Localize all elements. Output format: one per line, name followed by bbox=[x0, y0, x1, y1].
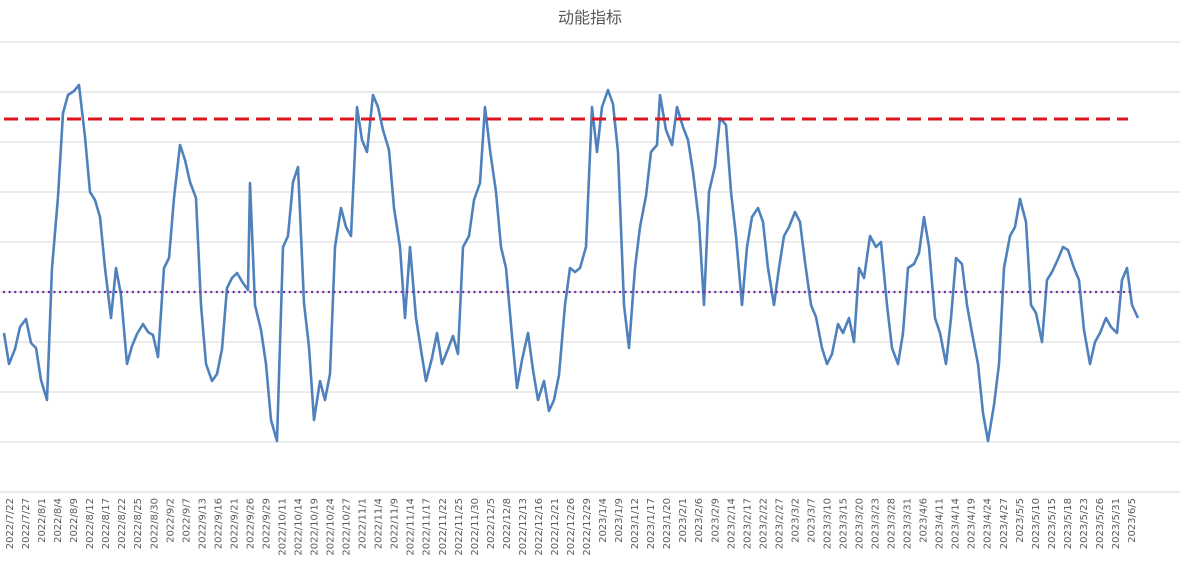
x-tick-label: 2022/8/17 bbox=[101, 498, 112, 549]
x-tick-label: 2022/12/16 bbox=[534, 498, 545, 556]
x-tick-label: 2022/7/27 bbox=[21, 498, 32, 549]
x-tick-label: 2023/3/28 bbox=[887, 498, 898, 549]
x-tick-label: 2022/7/22 bbox=[5, 498, 16, 549]
x-tick-label: 2022/8/9 bbox=[69, 498, 80, 543]
x-tick-label: 2022/9/29 bbox=[261, 498, 272, 549]
x-tick-label: 2023/1/4 bbox=[598, 498, 609, 543]
x-tick-label: 2023/2/27 bbox=[774, 498, 785, 549]
x-tick-label: 2023/1/12 bbox=[630, 498, 641, 549]
x-tick-label: 2023/2/1 bbox=[678, 498, 689, 543]
x-tick-label: 2022/11/9 bbox=[390, 498, 401, 549]
x-tick-label: 2022/12/13 bbox=[518, 498, 529, 556]
x-tick-label: 2023/5/23 bbox=[1079, 498, 1090, 549]
x-tick-label: 2022/10/27 bbox=[342, 498, 353, 556]
x-tick-label: 2022/12/26 bbox=[566, 498, 577, 556]
x-tick-label: 2023/3/7 bbox=[806, 498, 817, 543]
x-tick-label: 2023/5/15 bbox=[1047, 498, 1058, 549]
x-tick-label: 2023/2/6 bbox=[694, 498, 705, 543]
x-tick-label: 2023/1/17 bbox=[646, 498, 657, 549]
x-tick-label: 2023/5/18 bbox=[1063, 498, 1074, 549]
x-tick-label: 2023/3/20 bbox=[855, 498, 866, 549]
x-tick-label: 2022/12/5 bbox=[486, 498, 497, 549]
x-tick-label: 2022/8/25 bbox=[133, 498, 144, 549]
x-tick-label: 2023/4/6 bbox=[919, 498, 930, 543]
x-tick-label: 2022/11/14 bbox=[406, 498, 417, 556]
x-tick-label: 2023/6/5 bbox=[1127, 498, 1138, 543]
x-tick-label: 2023/3/23 bbox=[871, 498, 882, 549]
x-tick-label: 2022/9/2 bbox=[165, 498, 176, 543]
chart-title: 动能指标 bbox=[557, 8, 622, 27]
x-tick-label: 2022/10/11 bbox=[277, 498, 288, 556]
x-tick-label: 2022/8/22 bbox=[117, 498, 128, 549]
x-tick-label: 2022/10/24 bbox=[326, 498, 337, 556]
x-tick-label: 2023/3/31 bbox=[903, 498, 914, 549]
x-tick-label: 2022/9/26 bbox=[245, 498, 256, 549]
x-tick-label: 2022/11/30 bbox=[470, 498, 481, 556]
x-tick-label: 2022/12/21 bbox=[550, 498, 561, 556]
x-tick-label: 2023/4/27 bbox=[999, 498, 1010, 549]
series-main-line bbox=[2, 83, 1140, 443]
x-tick-label: 2022/11/17 bbox=[422, 498, 433, 556]
x-tick-label: 2023/5/5 bbox=[1015, 498, 1026, 543]
x-tick-label: 2022/9/13 bbox=[197, 498, 208, 549]
x-tick-label: 2023/1/20 bbox=[662, 498, 673, 549]
x-tick-label: 2023/4/14 bbox=[951, 498, 962, 549]
x-tick-label: 2022/10/14 bbox=[294, 498, 305, 556]
gridlines bbox=[0, 41, 1180, 493]
x-axis-tick-labels: 2022/7/22 2022/7/27 2022/8/1 2022/8/4 2022/8… bbox=[5, 498, 1138, 556]
x-tick-label: 2023/3/15 bbox=[838, 498, 849, 549]
x-tick-label: 2023/5/31 bbox=[1111, 498, 1122, 549]
x-tick-label: 2023/5/26 bbox=[1095, 498, 1106, 549]
x-tick-label: 2022/12/29 bbox=[582, 498, 593, 556]
x-tick-label: 2023/3/2 bbox=[790, 498, 801, 543]
reference-lines bbox=[2, 117, 1136, 294]
x-tick-label: 2023/3/10 bbox=[822, 498, 833, 549]
x-tick-label: 2023/4/24 bbox=[983, 498, 994, 549]
x-tick-label: 2023/1/9 bbox=[614, 498, 625, 543]
x-tick-label: 2022/9/16 bbox=[213, 498, 224, 549]
x-tick-label: 2022/11/1 bbox=[358, 498, 369, 549]
x-tick-label: 2022/8/12 bbox=[85, 498, 96, 549]
x-tick-label: 2022/9/21 bbox=[229, 498, 240, 549]
x-tick-label: 2022/9/7 bbox=[181, 498, 192, 543]
x-tick-label: 2022/12/8 bbox=[502, 498, 513, 549]
x-tick-label: 2022/8/1 bbox=[37, 498, 48, 543]
x-tick-label: 2023/2/17 bbox=[742, 498, 753, 549]
x-tick-label: 2023/2/14 bbox=[726, 498, 737, 549]
x-tick-label: 2023/2/22 bbox=[758, 498, 769, 549]
x-tick-label: 2023/5/10 bbox=[1031, 498, 1042, 549]
x-tick-label: 2022/8/30 bbox=[149, 498, 160, 549]
x-tick-label: 2022/10/19 bbox=[310, 498, 321, 556]
x-tick-label: 2022/11/25 bbox=[454, 498, 465, 556]
x-tick-label: 2022/8/4 bbox=[53, 498, 64, 543]
series-line bbox=[2, 83, 1140, 443]
x-tick-label: 2023/2/9 bbox=[710, 498, 721, 543]
x-tick-label: 2022/11/4 bbox=[374, 498, 385, 549]
x-tick-label: 2023/4/19 bbox=[967, 498, 978, 549]
x-tick-label: 2023/4/11 bbox=[935, 498, 946, 549]
x-tick-label: 2022/11/22 bbox=[438, 498, 449, 556]
